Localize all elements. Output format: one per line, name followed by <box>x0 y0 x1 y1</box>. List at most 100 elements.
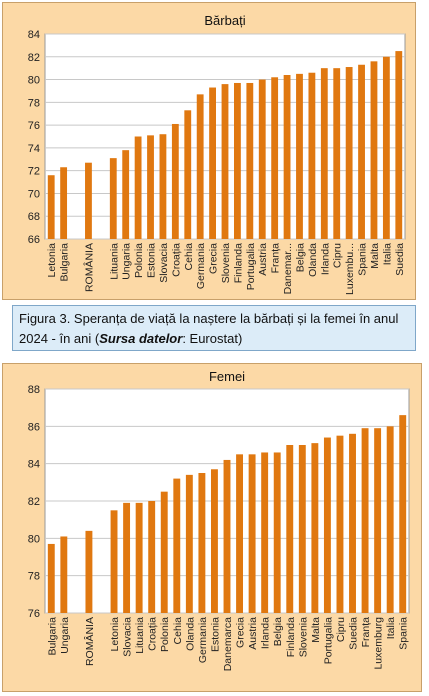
men-x-tick-label: Bulgaria <box>59 243 71 282</box>
women-y-tick-label: 82 <box>28 496 40 508</box>
men-bar <box>159 134 167 239</box>
women-bar <box>135 502 143 613</box>
men-y-tick-label: 78 <box>28 97 40 109</box>
women-y-tick-label: 76 <box>28 608 40 620</box>
women-x-tick-label: Italia <box>385 617 397 639</box>
women-bar <box>148 501 156 613</box>
men-x-tick-label: Cipru <box>332 243 344 268</box>
women-bar <box>47 543 55 613</box>
women-x-tick-label: Lituania <box>134 617 146 654</box>
women-x-tick-label: Suedia <box>348 617 360 650</box>
men-y-tick-label: 82 <box>28 52 40 64</box>
women-x-tick-label: Germania <box>197 617 209 663</box>
men-y-tick-label: 84 <box>28 29 40 41</box>
men-bar <box>320 68 328 240</box>
men-x-tick-label: Slovacia <box>158 243 170 283</box>
men-bar <box>134 136 142 239</box>
men-x-tick-label: Grecia <box>208 243 220 274</box>
women-bar <box>386 426 394 613</box>
women-bar <box>336 435 344 613</box>
men-y-tick-label: 80 <box>28 75 40 87</box>
men-bar <box>296 73 303 239</box>
men-bar <box>234 82 241 239</box>
men-x-tick-label: Belgia <box>294 243 306 272</box>
women-bar <box>248 454 256 613</box>
women-bar <box>110 510 118 613</box>
women-x-tick-label: Slovenia <box>297 617 309 657</box>
men-bar <box>246 82 254 239</box>
women-bar <box>210 469 218 613</box>
women-bar <box>323 437 331 613</box>
men-x-tick-label: Germania <box>195 243 207 289</box>
women-bar <box>185 474 193 613</box>
women-bar <box>261 452 269 613</box>
women-bar <box>123 502 131 613</box>
men-y-tick-label: 70 <box>28 188 40 200</box>
men-bar <box>47 175 55 239</box>
women-bar <box>173 478 181 613</box>
men-bar <box>333 68 341 240</box>
women-y-tick-label: 84 <box>28 459 40 471</box>
men-x-tick-label: Slovenia <box>220 243 232 283</box>
men-x-tick-label: Letonia <box>46 243 58 278</box>
men-x-tick-label: Austria <box>257 243 269 276</box>
women-bar <box>349 433 356 613</box>
men-bar <box>60 167 68 239</box>
women-x-tick-label: Belgia <box>272 617 284 646</box>
women-x-tick-label: Polonia <box>159 617 171 652</box>
women-x-tick-label: Letonia <box>109 617 121 652</box>
men-y-tick-label: 66 <box>28 234 40 246</box>
chart-men-panel: Bărbați 66 68 70 72 74 76 78 80 82 84 Letonia Bulgar… <box>2 2 416 300</box>
men-bar <box>283 75 291 239</box>
women-bar <box>399 415 407 613</box>
women-x-tick-label: Olanda <box>184 617 196 651</box>
women-y-tick-label: 78 <box>28 571 40 583</box>
women-x-tick-label: ROMÂNIA <box>83 617 96 666</box>
men-x-tick-label: Polonia <box>133 243 145 278</box>
women-x-tick-label: Estonia <box>209 617 221 652</box>
men-x-tick-label: Finlanda <box>232 243 244 283</box>
women-bar <box>236 454 244 613</box>
women-bar <box>361 428 369 613</box>
women-y-tick-label: 88 <box>28 384 40 396</box>
caption-source-label: Sursa datelor <box>99 331 183 346</box>
men-y-tick-label: 74 <box>28 143 40 155</box>
men-bar <box>258 79 266 239</box>
men-bar <box>85 162 92 239</box>
men-bar <box>147 135 154 239</box>
women-bar <box>298 445 306 613</box>
men-bar <box>358 64 365 239</box>
men-bar <box>109 158 117 239</box>
caption-prefix: Figura 3. Speranța de viață la naștere l… <box>19 311 399 346</box>
men-bar <box>184 110 192 239</box>
women-x-tick-label: Bulgaria <box>46 617 58 656</box>
women-x-tick-label: Slovacia <box>122 617 134 657</box>
caption-suffix: : Eurostat) <box>182 331 243 346</box>
women-x-tick-label: Croația <box>147 617 159 651</box>
women-bar <box>286 445 294 613</box>
men-bar <box>122 150 130 239</box>
women-x-tick-label: Grecia <box>235 617 247 648</box>
men-y-tick-label: 76 <box>28 120 40 132</box>
men-x-tick-label: Cehia <box>183 243 195 271</box>
men-x-tick-label: ROMÂNIA <box>82 243 95 292</box>
figure-caption: Figura 3. Speranța de viață la naștere l… <box>12 305 416 351</box>
women-bar <box>273 452 281 613</box>
men-y-tick-label: 72 <box>28 166 40 178</box>
chart-women: Femei 76 78 80 82 84 86 88 Bulgaria Ungaria ROMÂNI… <box>28 369 410 671</box>
men-bar <box>345 67 353 240</box>
women-x-tick-label: Ungaria <box>59 617 71 654</box>
women-chart-title: Femei <box>209 369 245 384</box>
men-x-tick-label: Irlanda <box>319 243 331 275</box>
women-bar <box>160 491 168 613</box>
women-x-tick-label: Cehia <box>172 617 184 645</box>
men-bar <box>370 61 378 240</box>
men-x-tick-label: Luxembu... <box>344 243 356 295</box>
women-x-tick-label: Danemarca <box>222 617 234 671</box>
women-x-tick-label: Spania <box>398 617 410 650</box>
women-y-tick-label: 86 <box>28 421 40 433</box>
chart-men: Bărbați 66 68 70 72 74 76 78 80 82 84 Letonia Bulgar… <box>28 13 406 295</box>
women-x-tick-label: Portugalia <box>322 617 334 664</box>
men-x-tick-label: Suedia <box>394 243 406 276</box>
men-bar <box>221 84 229 239</box>
